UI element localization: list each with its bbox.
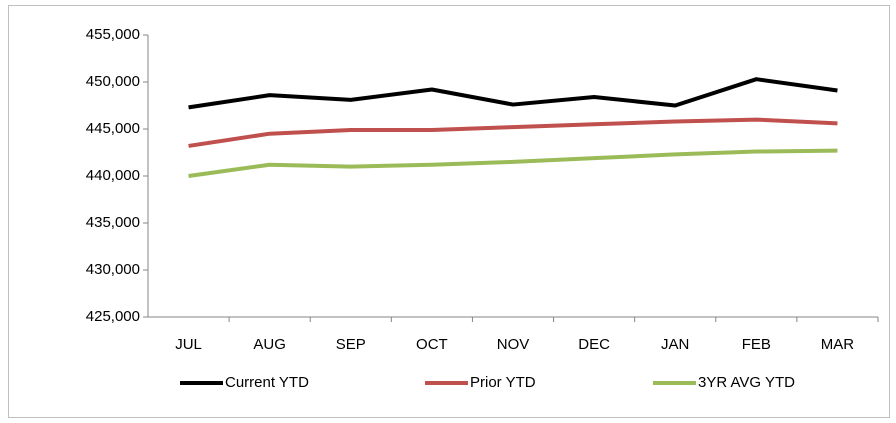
x-tick-label: DEC <box>578 336 610 353</box>
x-tick-label: AUG <box>253 336 286 353</box>
x-tick-label: NOV <box>497 336 530 353</box>
y-tick-label: 425,000 <box>86 308 140 325</box>
y-tick-label: 445,000 <box>86 120 140 137</box>
x-tick-label: JUL <box>175 336 202 353</box>
y-tick-label: 450,000 <box>86 73 140 90</box>
line-series <box>188 148 838 178</box>
line-series <box>188 117 838 148</box>
x-tick-label: FEB <box>742 336 771 353</box>
x-tick-label: JAN <box>661 336 689 353</box>
line-series <box>188 77 838 110</box>
y-tick-label: 430,000 <box>86 261 140 278</box>
x-tick-label: SEP <box>336 336 366 353</box>
y-tick-label: 440,000 <box>86 167 140 184</box>
chart-frame <box>8 5 890 418</box>
y-tick-label: 435,000 <box>86 214 140 231</box>
legend-label: Current YTD <box>225 374 309 391</box>
x-tick-label: OCT <box>416 336 448 353</box>
y-tick-label: 455,000 <box>86 26 140 43</box>
x-tick-label: MAR <box>821 336 855 353</box>
legend-label: Prior YTD <box>470 374 536 391</box>
legend-label: 3YR AVG YTD <box>698 374 795 391</box>
